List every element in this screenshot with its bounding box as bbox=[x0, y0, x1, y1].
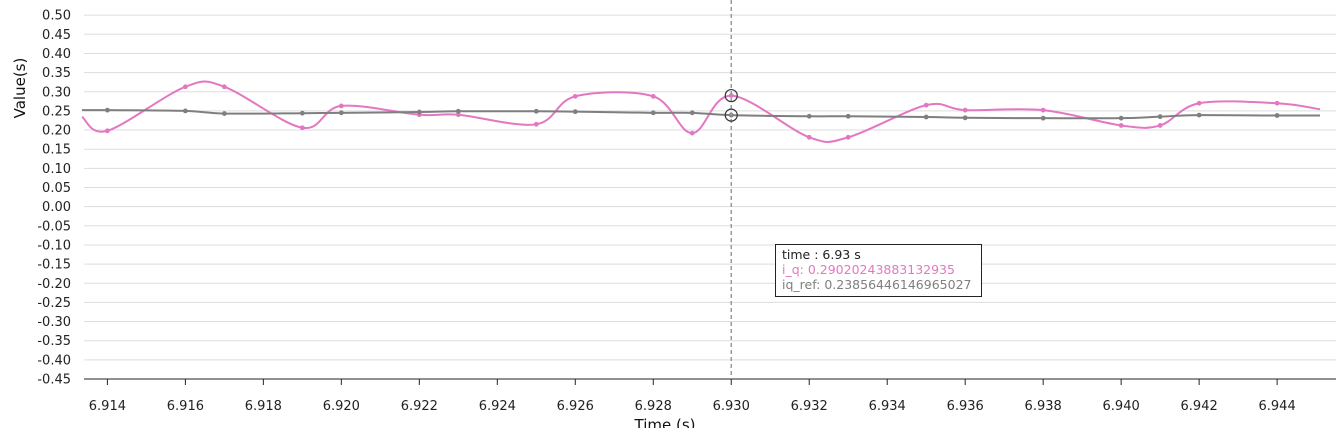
data-point bbox=[806, 113, 812, 119]
data-point bbox=[182, 108, 188, 114]
x-tick-label: 6.942 bbox=[1181, 399, 1218, 414]
data-point bbox=[221, 111, 227, 116]
y-tick-label: 0.30 bbox=[42, 85, 71, 100]
x-tick-label: 6.932 bbox=[791, 399, 828, 414]
y-axis-title: Value(s) bbox=[11, 58, 29, 119]
data-point bbox=[728, 93, 734, 98]
x-tick-label: 6.938 bbox=[1025, 399, 1062, 414]
data-point bbox=[533, 121, 539, 127]
x-tick-label: 6.934 bbox=[869, 399, 906, 414]
x-tick-label: 6.926 bbox=[557, 399, 594, 414]
y-tick-label: -0.45 bbox=[37, 373, 71, 388]
y-tick-label: -0.15 bbox=[37, 258, 71, 273]
x-tick-label: 6.944 bbox=[1259, 399, 1296, 414]
series-iq-ref bbox=[81, 107, 1321, 121]
data-point bbox=[1196, 100, 1202, 106]
y-tick-label: -0.05 bbox=[37, 219, 71, 234]
data-point bbox=[962, 107, 968, 113]
data-point bbox=[1157, 123, 1163, 128]
y-axis-ticks: 0.50 0.45 0.40 0.35 0.30 0.25 0.20 0.15 0.10 0.05… bbox=[37, 9, 71, 388]
x-tick-label: 6.918 bbox=[245, 399, 282, 414]
data-point bbox=[1118, 123, 1124, 128]
series-layer bbox=[81, 80, 1321, 143]
data-point bbox=[845, 113, 851, 119]
x-tick-label: 6.936 bbox=[947, 399, 984, 414]
data-tooltip: time : 6.93 s i_q: 0.29020243883132935 i… bbox=[775, 244, 982, 297]
x-tick-label: 6.930 bbox=[713, 399, 750, 414]
x-tick-label: 6.928 bbox=[635, 399, 672, 414]
data-point bbox=[1274, 100, 1280, 106]
x-tick-label: 6.920 bbox=[323, 399, 360, 414]
y-tick-label: -0.20 bbox=[37, 277, 71, 292]
y-tick-label: 0.10 bbox=[42, 162, 71, 177]
hover-markers bbox=[724, 88, 738, 122]
data-point bbox=[455, 108, 461, 114]
data-point bbox=[689, 130, 695, 136]
data-point bbox=[572, 93, 578, 99]
tooltip-iq: i_q: 0.29020243883132935 bbox=[782, 262, 955, 277]
data-point bbox=[923, 114, 929, 120]
y-tick-label: 0.45 bbox=[42, 28, 71, 43]
data-point bbox=[572, 109, 578, 115]
data-point bbox=[923, 102, 929, 108]
data-point bbox=[533, 108, 539, 114]
tooltip-iq-ref: iq_ref: 0.23856446146965027 bbox=[782, 277, 971, 292]
y-tick-label: 0.20 bbox=[42, 124, 71, 139]
x-axis-title: Time (s) bbox=[634, 416, 696, 428]
data-point bbox=[1040, 107, 1046, 113]
data-point bbox=[962, 115, 968, 121]
data-point bbox=[845, 134, 851, 140]
y-tick-label: 0.00 bbox=[42, 200, 71, 215]
y-tick-label: 0.40 bbox=[42, 47, 71, 62]
data-point bbox=[338, 110, 344, 116]
data-point bbox=[221, 84, 227, 90]
series-line bbox=[81, 80, 1321, 143]
data-point bbox=[104, 107, 110, 113]
data-point bbox=[182, 84, 188, 90]
y-tick-label: 0.35 bbox=[42, 66, 71, 81]
hover-marker bbox=[724, 88, 738, 103]
data-point bbox=[650, 110, 656, 116]
y-tick-label: -0.35 bbox=[37, 334, 71, 349]
data-point bbox=[1157, 114, 1163, 120]
data-point bbox=[1274, 113, 1280, 118]
x-tick-label: 6.924 bbox=[479, 399, 516, 414]
x-tick-label: 6.916 bbox=[167, 399, 204, 414]
y-tick-label: -0.25 bbox=[37, 296, 71, 311]
x-tick-label: 6.940 bbox=[1103, 399, 1140, 414]
grid-lines bbox=[84, 14, 1336, 380]
data-point bbox=[1118, 115, 1124, 121]
y-tick-label: -0.30 bbox=[37, 315, 71, 330]
y-tick-label: 0.05 bbox=[42, 181, 71, 196]
x-axis-ticks: 6.914 6.916 6.918 6.920 6.922 6.924 6.926 6.928… bbox=[89, 379, 1296, 414]
data-point bbox=[299, 110, 305, 116]
data-point bbox=[1040, 115, 1046, 121]
y-tick-label: -0.10 bbox=[37, 238, 71, 253]
data-point bbox=[455, 112, 461, 118]
series-i-q bbox=[81, 80, 1321, 143]
tooltip-time: time : 6.93 s bbox=[782, 247, 861, 262]
data-point bbox=[416, 109, 422, 115]
y-tick-label: 0.50 bbox=[42, 9, 71, 24]
y-tick-label: -0.40 bbox=[37, 353, 71, 368]
y-tick-label: 0.25 bbox=[42, 104, 71, 119]
x-tick-label: 6.922 bbox=[401, 399, 438, 414]
data-point bbox=[806, 134, 812, 140]
data-point bbox=[1196, 112, 1202, 118]
data-point bbox=[104, 128, 110, 134]
data-point bbox=[338, 103, 344, 109]
x-tick-label: 6.914 bbox=[89, 399, 126, 414]
hover-marker bbox=[724, 108, 738, 122]
data-point bbox=[689, 110, 695, 116]
data-point bbox=[650, 93, 656, 99]
data-point bbox=[299, 125, 305, 131]
y-tick-label: 0.15 bbox=[42, 143, 71, 158]
